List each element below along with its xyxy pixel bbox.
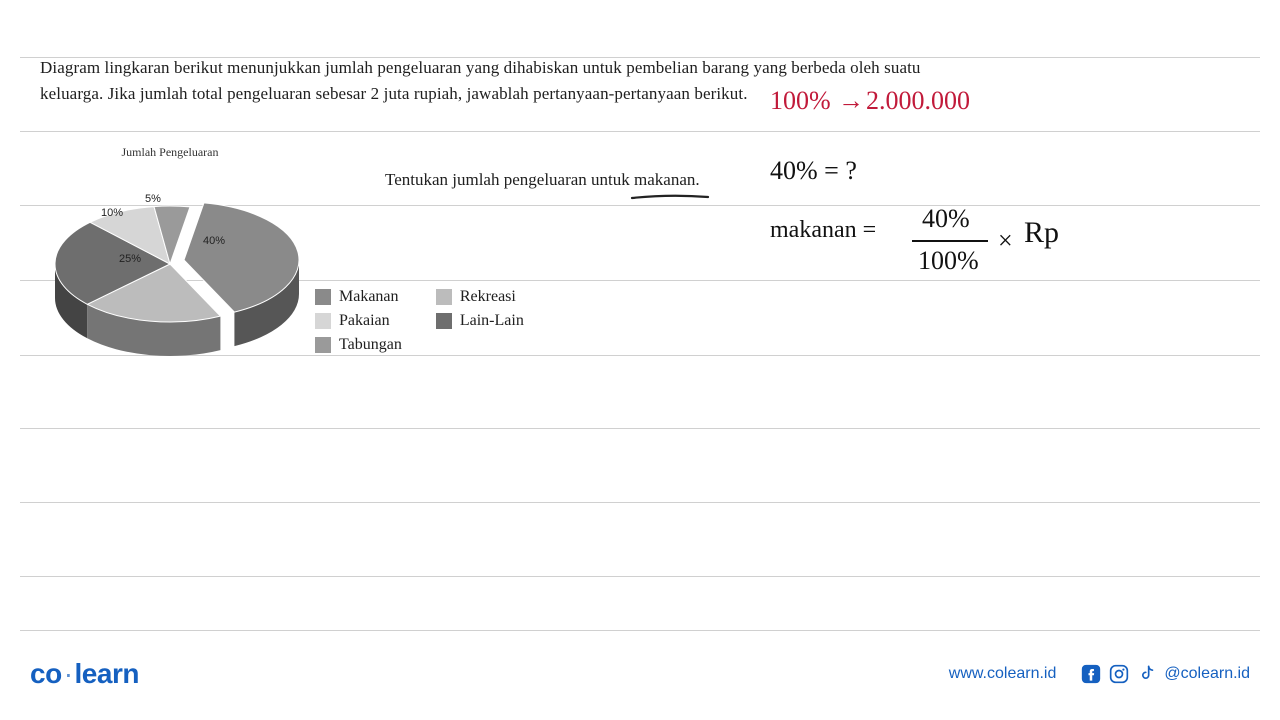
legend-item: Pakaian — [315, 312, 402, 330]
hand-arrow: → — [838, 88, 864, 114]
legend-item: Tabungan — [315, 336, 402, 354]
logo-part-a: co — [30, 658, 62, 689]
brand-logo: co·learn — [30, 658, 139, 690]
underline-stroke — [630, 193, 710, 201]
hand-40pct: 40% = ? — [770, 158, 857, 184]
pie-slice-label: 25% — [119, 253, 141, 265]
legend-item: Rekreasi — [436, 288, 524, 306]
ruled-line — [20, 502, 1260, 503]
legend-label: Tabungan — [339, 336, 402, 354]
legend-swatch — [315, 313, 331, 329]
pie-slice-label: 10% — [101, 207, 123, 219]
legend-swatch — [315, 337, 331, 353]
legend-label: Makanan — [339, 288, 399, 306]
logo-dot: · — [62, 658, 75, 689]
ruled-line — [20, 428, 1260, 429]
hand-times: × — [998, 228, 1013, 254]
footer: co·learn www.colearn.id @colearn.id — [0, 656, 1280, 692]
facebook-icon[interactable] — [1080, 663, 1102, 685]
hand-2m: 2.000.000 — [866, 88, 970, 114]
pie-slice-label: 40% — [203, 235, 225, 247]
instagram-icon[interactable] — [1108, 663, 1130, 685]
pie-slice-label: 5% — [145, 193, 161, 205]
hand-frac-top: 40% — [922, 206, 970, 232]
chart-title: Jumlah Pengeluaran — [35, 145, 305, 160]
social-block: @colearn.id — [1080, 663, 1250, 685]
legend-item: Makanan — [315, 288, 402, 306]
legend-item: Lain-Lain — [436, 312, 524, 330]
legend-swatch — [436, 313, 452, 329]
tiktok-icon[interactable] — [1136, 663, 1158, 685]
social-handle[interactable]: @colearn.id — [1164, 665, 1250, 683]
hand-makanan: makanan = — [770, 218, 876, 242]
hand-100pct: 100% — [770, 88, 831, 114]
legend-label: Pakaian — [339, 312, 390, 330]
ruled-line — [20, 131, 1260, 132]
website-link[interactable]: www.colearn.id — [949, 665, 1057, 683]
logo-part-b: learn — [75, 658, 139, 689]
hand-frac-bot: 100% — [918, 248, 979, 274]
ruled-line — [20, 630, 1260, 631]
legend-label: Rekreasi — [460, 288, 516, 306]
legend-swatch — [436, 289, 452, 305]
chart-legend: Makanan Pakaian Tabungan Rekreasi Lain-Lain — [315, 288, 554, 360]
legend-swatch — [315, 289, 331, 305]
hand-frac-line — [912, 240, 988, 242]
legend-label: Lain-Lain — [460, 312, 524, 330]
hand-rp: Rp — [1024, 218, 1059, 248]
sub-question: Tentukan jumlah pengeluaran untuk makana… — [385, 170, 700, 190]
ruled-line — [20, 576, 1260, 577]
pie-chart: Jumlah Pengeluaran 40% 25% 10% 5% — [35, 145, 305, 378]
